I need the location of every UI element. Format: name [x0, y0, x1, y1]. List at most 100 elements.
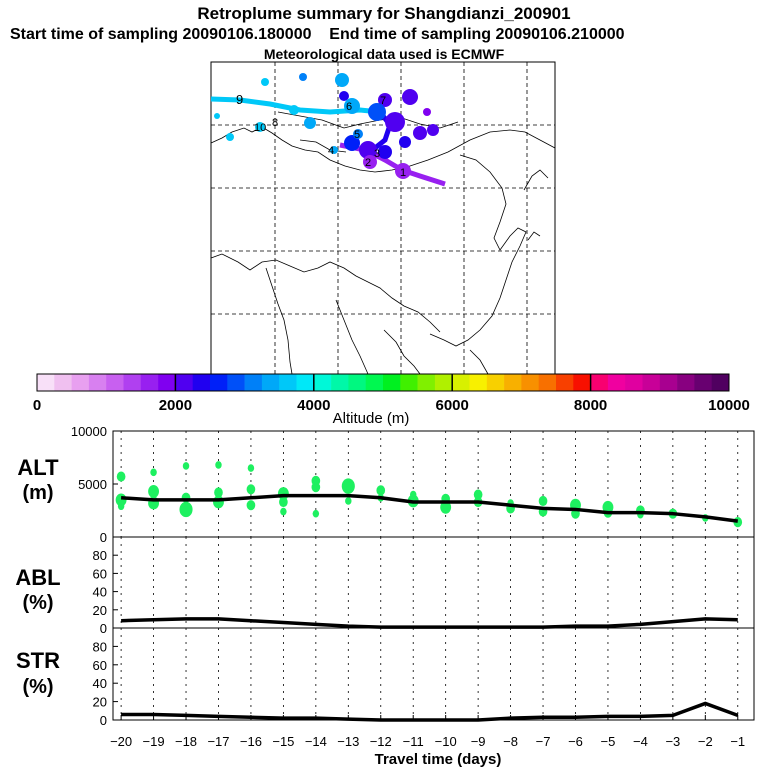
plume-circles — [214, 73, 439, 179]
plume-circle — [395, 163, 411, 179]
map-graticule — [211, 62, 555, 374]
plume-labels: 1 2 3 4 5 6 7 8 9 10 — [236, 92, 406, 179]
abl-panel-label: ABL — [15, 565, 60, 590]
colorbar-segment — [711, 374, 730, 391]
plume-circle — [335, 73, 349, 87]
altitude-scatter-point — [246, 484, 256, 495]
sampling-times: Start time of sampling 20090106.180000 E… — [10, 26, 625, 44]
colorbar-tick-label: 6000 — [436, 397, 469, 414]
plume-label: 3 — [374, 148, 380, 160]
colorbar-segment — [452, 374, 470, 391]
x-tick-label: −3 — [665, 734, 680, 749]
colorbar-segment — [659, 374, 678, 391]
colorbar-segment — [37, 374, 55, 391]
plume-circle — [299, 73, 307, 81]
colorbar-segment — [469, 374, 488, 391]
x-tick-label: −9 — [471, 734, 486, 749]
altitude-scatter-point — [246, 500, 256, 511]
plume-label: 6 — [346, 101, 352, 113]
met-data-label: Meteorological data used is ECMWF — [263, 46, 505, 62]
plume-label: 7 — [380, 95, 386, 107]
plume-circle — [214, 113, 220, 119]
x-tick-label: −12 — [370, 734, 392, 749]
colorbar-segment — [677, 374, 695, 391]
plume-track-link — [368, 110, 393, 154]
altitude-scatter-point — [150, 468, 157, 477]
colorbar-tick-label: 2000 — [159, 397, 192, 414]
alt-panel-label: ALT — [17, 455, 59, 480]
y-tick-label: 80 — [93, 548, 107, 563]
chart-title: Retroplume summary for Shangdianzi_20090… — [197, 4, 571, 23]
colorbar-segment — [331, 374, 349, 391]
plume-circle — [359, 141, 377, 159]
colorbar-segment — [556, 374, 574, 391]
colorbar-label: Altitude (m) — [333, 410, 410, 427]
colorbar-segment — [210, 374, 228, 391]
y-tick-label: 0 — [100, 530, 107, 545]
plume-circle — [427, 124, 439, 136]
plume-circle — [226, 133, 234, 141]
y-tick-label: 60 — [93, 566, 107, 581]
str-panel-unit: (%) — [22, 676, 53, 698]
colorbar-segment — [261, 374, 280, 391]
y-tick-label: 0 — [100, 713, 107, 728]
x-tick-label: −8 — [503, 734, 518, 749]
altitude-scatter-point — [148, 485, 160, 498]
altitude-scatter-point — [117, 502, 125, 511]
plume-circle — [330, 146, 338, 154]
plume-label: 9 — [236, 92, 243, 107]
plume-circle — [378, 145, 392, 159]
str-series-line — [121, 701, 739, 722]
str-panel-frame — [112, 627, 755, 721]
x-tick-label: −14 — [305, 734, 327, 749]
altitude-scatter-point — [280, 507, 287, 516]
altitude-scatter-point — [247, 464, 255, 472]
colorbar-segment — [504, 374, 522, 391]
colorbar-segment — [140, 374, 159, 391]
altitude-scatter-point — [376, 485, 386, 496]
altitude-scatter-point — [182, 462, 190, 470]
x-tick-label: −11 — [403, 734, 424, 749]
plume-circle — [378, 93, 392, 107]
colorbar-segment — [590, 374, 609, 391]
altitude-scatter-point — [279, 496, 288, 508]
abl-panel-frame — [112, 536, 755, 629]
colorbar-segment — [348, 374, 366, 391]
plume-label: 10 — [254, 122, 266, 134]
colorbar-segment — [71, 374, 90, 391]
colorbar-segment — [694, 374, 712, 391]
plume-circle — [289, 105, 299, 115]
plume-circle — [344, 135, 360, 151]
colorbar-tick-label: 4000 — [297, 397, 330, 414]
x-tick-label: −1 — [730, 734, 745, 749]
abl-series-line — [121, 617, 738, 629]
colorbar-segment — [244, 374, 263, 391]
colorbar-segment — [486, 374, 505, 391]
str-panel-label: STR — [16, 648, 60, 673]
plume-circle — [363, 155, 377, 169]
plume-circle — [385, 112, 405, 132]
y-tick-label: 20 — [93, 603, 107, 618]
time-series-panels: 0 5000 10000 0 20 40 60 80 0 20 40 60 80 −20 −19 −18 −17… — [71, 424, 755, 749]
colorbar-segment — [279, 374, 297, 391]
y-tick-label: 10000 — [71, 424, 107, 439]
altitude-scatter-point — [473, 489, 483, 500]
x-tick-label: −7 — [536, 734, 551, 749]
plume-circle — [344, 98, 360, 114]
plume-circle — [402, 89, 418, 105]
x-tick-label: −16 — [240, 734, 262, 749]
plume-circle — [304, 117, 316, 129]
y-tick-label: 20 — [93, 695, 107, 710]
plume-circle — [368, 103, 386, 121]
altitude-scatter-point — [312, 509, 320, 518]
colorbar-segment — [521, 374, 539, 391]
colorbar-segment — [158, 374, 176, 391]
colorbar-segment — [106, 374, 124, 391]
colorbar-segment — [625, 374, 643, 391]
x-tick-label: −13 — [337, 734, 359, 749]
colorbar-segment — [400, 374, 418, 391]
colorbar-segment — [296, 374, 315, 391]
altitude-scatter-point — [345, 497, 352, 505]
altitude-scatter-point — [179, 501, 193, 518]
plume-label: 1 — [400, 167, 406, 179]
